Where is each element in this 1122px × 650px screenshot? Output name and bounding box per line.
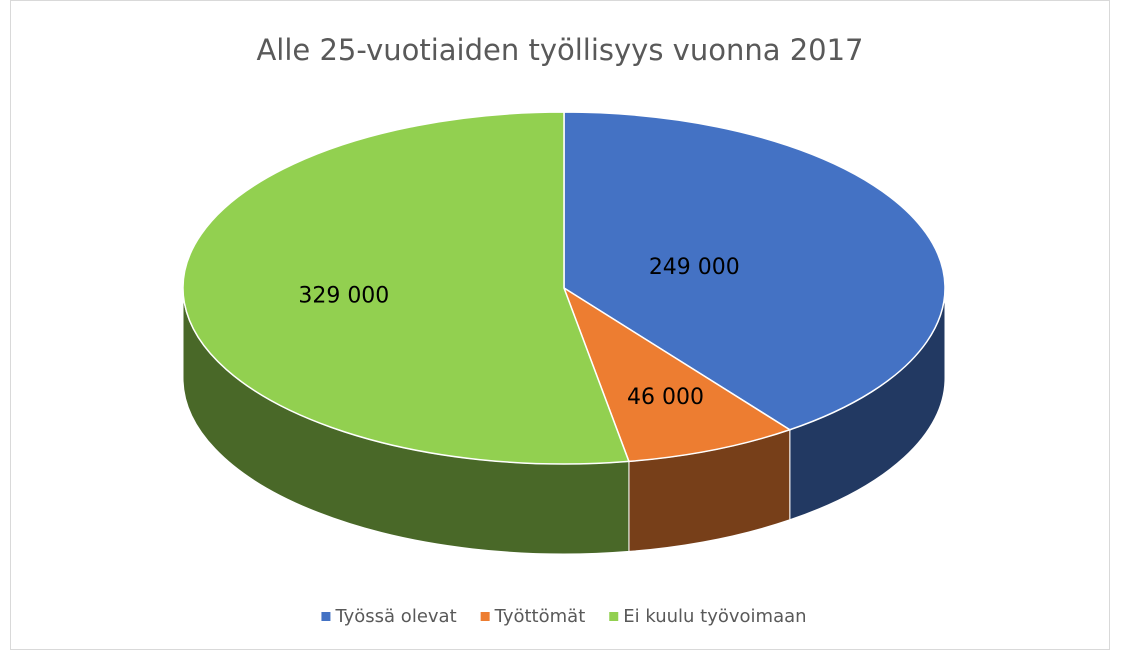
legend-swatch bbox=[480, 612, 490, 621]
pie-slice bbox=[562, 286, 792, 463]
legend-swatch bbox=[321, 612, 331, 621]
legend-label: Ei kuulu työvoimaan bbox=[623, 606, 806, 627]
data-label: 329 000 bbox=[298, 284, 389, 309]
pie-slice bbox=[182, 111, 630, 465]
legend: Työssä olevat Työttömät Ei kuulu työvoimaa… bbox=[321, 606, 807, 627]
pie: 249 000 46 000 329 000 bbox=[182, 111, 946, 555]
legend-label: Työssä olevat bbox=[334, 606, 456, 627]
data-label: 249 000 bbox=[649, 255, 740, 280]
pie-slice bbox=[563, 111, 946, 431]
legend-label: Työttömät bbox=[494, 606, 586, 627]
chart-title: Alle 25-vuotiaiden työllisyys vuonna 201… bbox=[256, 33, 863, 67]
legend-swatch bbox=[609, 612, 619, 621]
data-label: 46 000 bbox=[627, 385, 704, 410]
